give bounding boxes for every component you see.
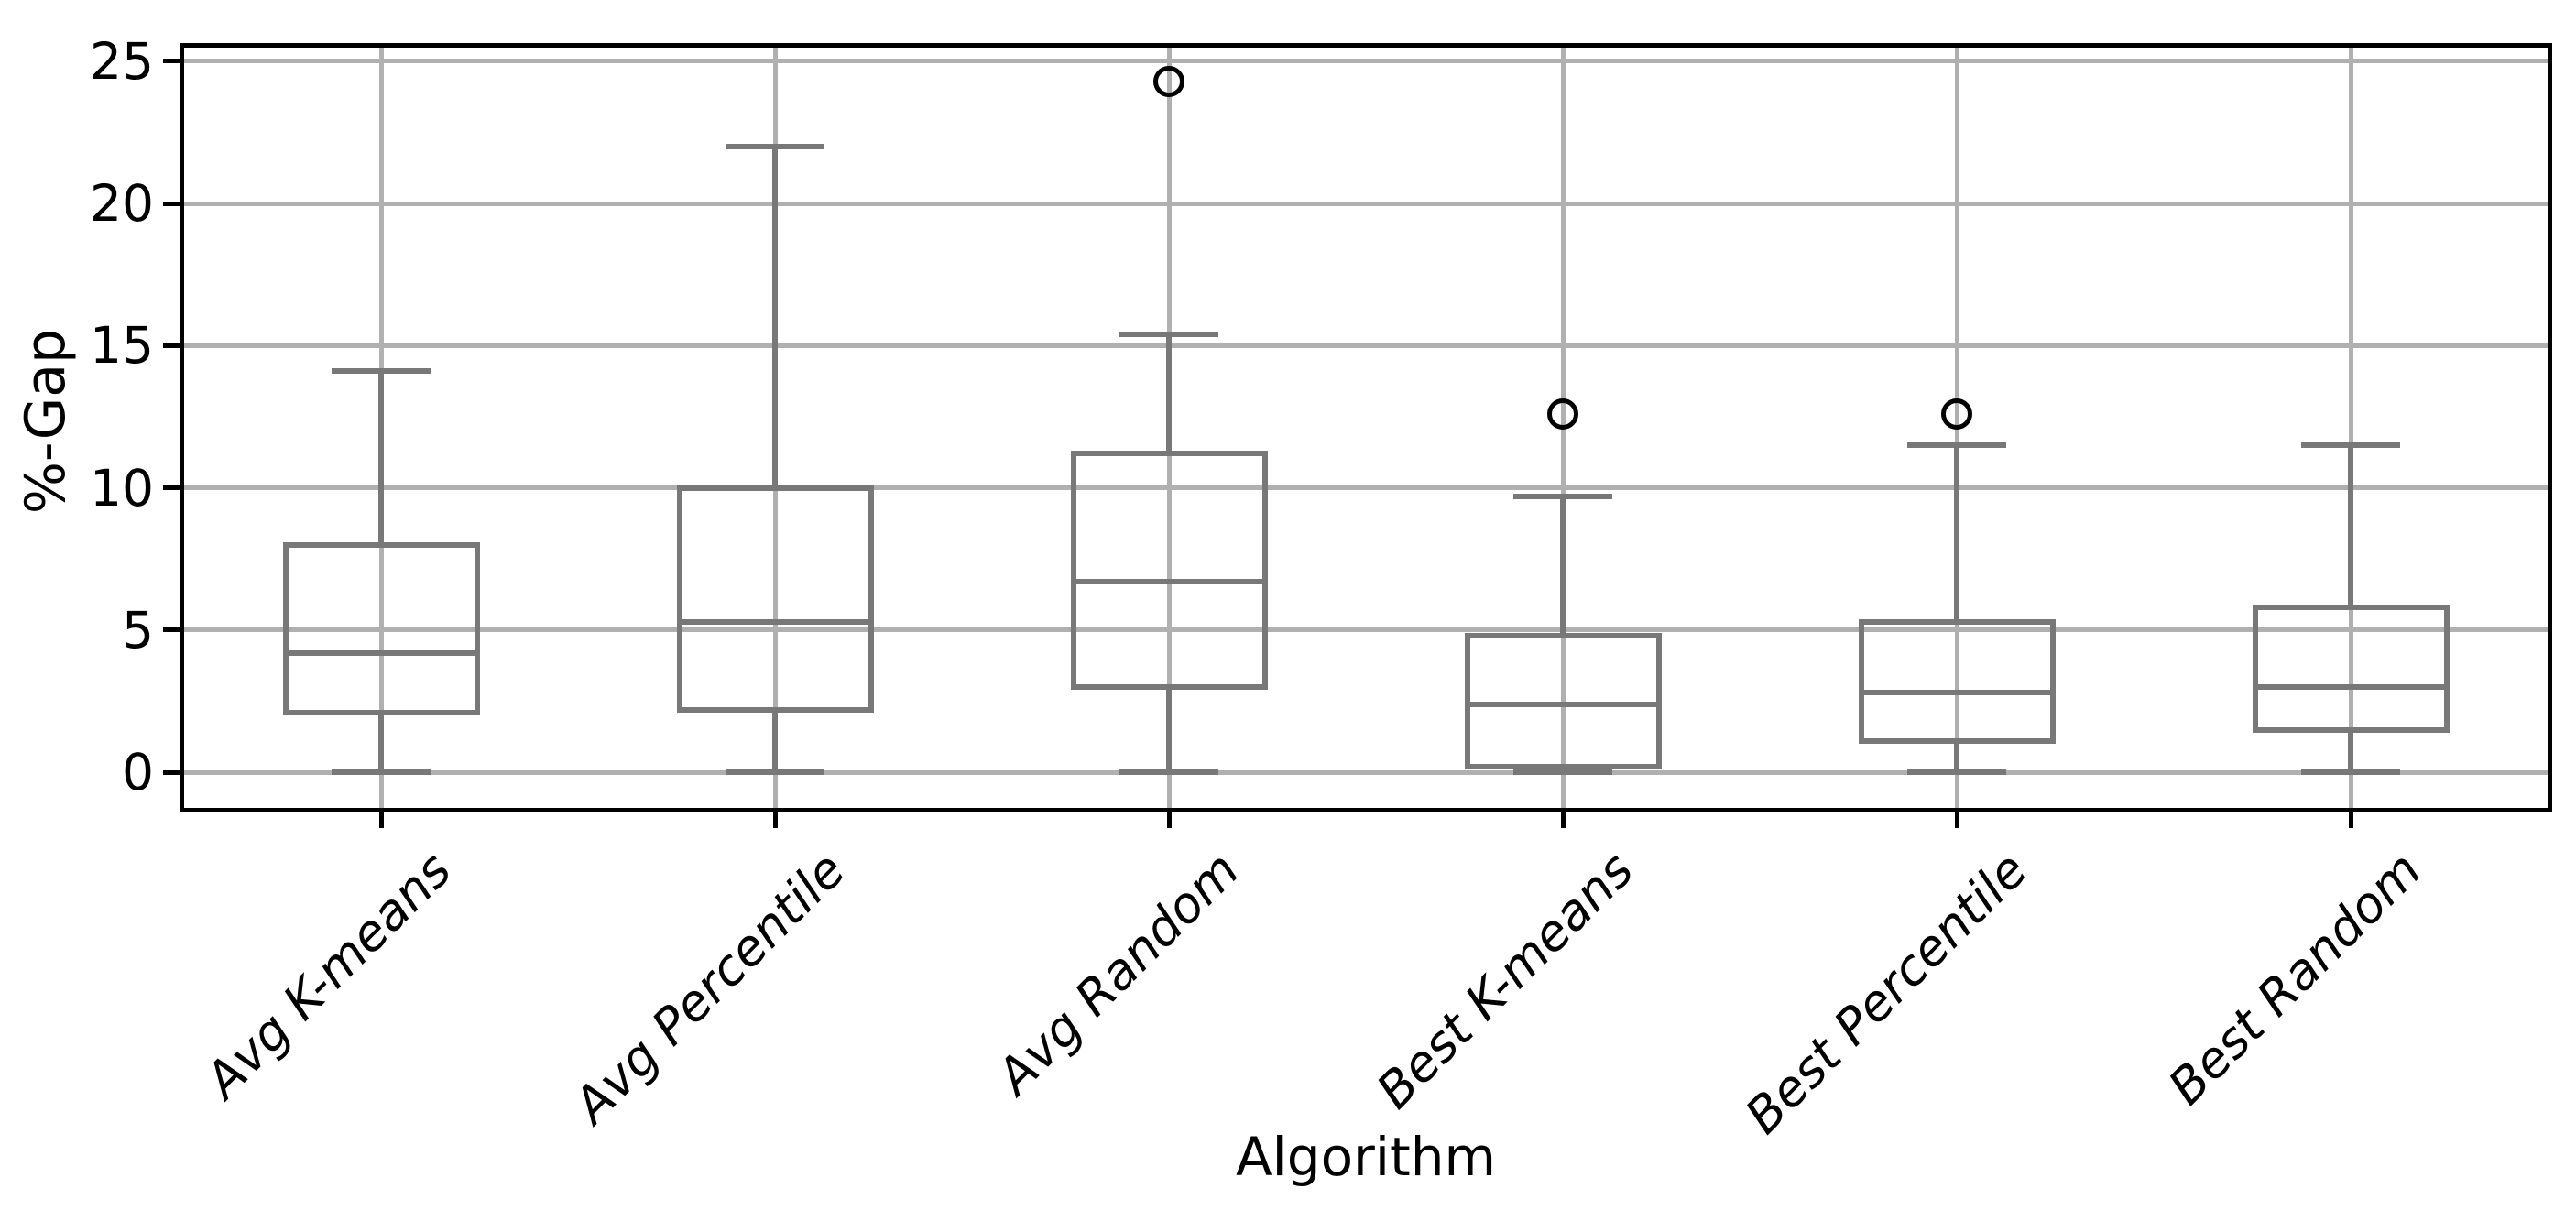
upper-whisker [378,371,384,542]
y-tick-label: 5 [122,600,154,660]
median-line [1070,579,1268,585]
x-axis-label: Algorithm [1235,1126,1497,1188]
y-gridline [184,343,2548,348]
y-tick-label: 15 [90,316,154,376]
y-gridline [184,485,2548,491]
plot-area [180,43,2552,812]
lower-whisker [1166,690,1172,773]
y-axis-label: %-Gap [14,328,78,515]
y-tick-mark [163,201,181,206]
median-line [1858,690,2056,696]
x-tick-mark [378,812,384,828]
upper-whisker-cap [332,368,431,375]
y-tick-label: 0 [122,743,154,802]
upper-whisker-cap [726,144,824,150]
upper-whisker [2348,445,2353,605]
y-gridline [184,201,2548,206]
upper-whisker-cap [1907,442,2006,449]
y-gridline [184,627,2548,633]
iqr-box [2252,604,2450,733]
x-tick-mark [1166,812,1172,828]
x-tick-label: Best Random [2156,841,2432,1117]
x-tick-label: Avg Percentile [562,841,857,1135]
lower-whisker-cap [332,769,431,776]
x-tick-mark [2348,812,2353,828]
lower-whisker-cap [726,769,824,776]
upper-whisker-cap [2301,442,2400,449]
upper-whisker [772,147,778,485]
y-tick-mark [163,59,181,64]
y-tick-mark [163,627,181,633]
y-tick-mark [163,485,181,491]
median-line [676,618,874,625]
y-tick-label: 10 [90,458,154,518]
iqr-box [676,485,874,713]
lower-whisker-cap [1119,769,1218,776]
outlier-marker [1941,398,1972,430]
outlier-marker [1153,65,1184,97]
upper-whisker-cap [1513,493,1612,499]
x-tick-mark [1954,812,1959,828]
upper-whisker [1954,445,1959,619]
lower-whisker-cap [1907,769,2006,776]
y-tick-mark [163,343,181,348]
x-tick-label: Avg Random [985,841,1250,1106]
iqr-box [1464,633,1662,770]
lower-whisker-cap [1513,769,1612,776]
y-gridline [184,769,2548,775]
y-tick-label: 25 [90,31,154,91]
upper-whisker [1166,333,1172,452]
x-tick-label: Avg K-means [193,841,463,1109]
x-tick-mark [1560,812,1566,828]
iqr-box [1858,618,2056,745]
y-gridline [184,59,2548,64]
upper-whisker-cap [1119,331,1218,337]
x-tick-label: Best Percentile [1733,841,2038,1145]
upper-whisker [1560,496,1566,634]
x-tick-mark [772,812,778,828]
iqr-box [282,541,480,716]
y-tick-mark [163,769,181,775]
y-tick-label: 20 [90,174,154,234]
x-tick-label: Best K-means [1365,841,1644,1120]
median-line [1464,701,1662,707]
iqr-box [1070,451,1268,691]
x-gridline [2348,48,2353,808]
lower-whisker [772,712,778,773]
lower-whisker [2348,732,2353,773]
lower-whisker [378,715,384,773]
median-line [282,649,480,656]
lower-whisker-cap [2301,769,2400,776]
median-line [2252,684,2450,691]
outlier-marker [1547,398,1578,430]
lower-whisker [1954,744,1959,773]
